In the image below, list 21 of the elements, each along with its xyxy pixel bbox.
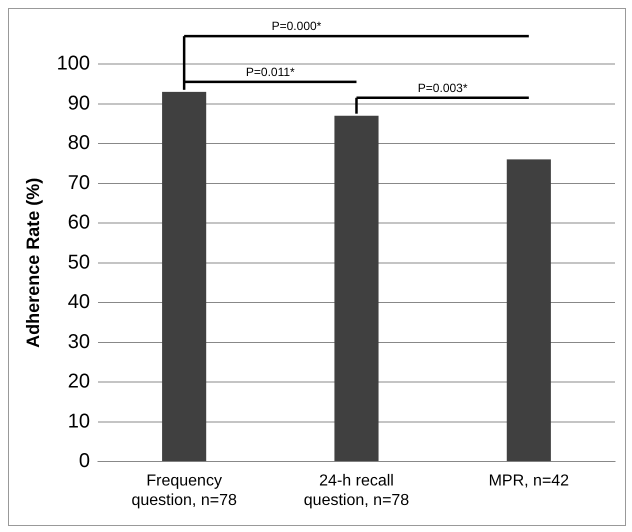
x-tick-label: 24-h recall question, n=78 xyxy=(304,472,410,509)
y-tick-label: 90 xyxy=(68,92,90,114)
y-tick-label: 60 xyxy=(68,212,90,234)
bar xyxy=(334,116,379,462)
y-tick-label: 20 xyxy=(68,370,90,393)
text: P=0.000* xyxy=(272,19,322,34)
bar xyxy=(506,159,551,462)
x-tick-label: Frequency question, n=78 xyxy=(131,472,237,509)
y-tick-label: 0 xyxy=(78,450,90,472)
y-tick-label: 10 xyxy=(68,410,90,432)
y-tick-label: 70 xyxy=(68,172,90,194)
annotation: P=0.003* xyxy=(418,80,468,95)
y-tick-label: 30 xyxy=(68,330,90,353)
y-tick-label: 100 xyxy=(56,52,90,75)
x-tick-label: MPR, n=42 xyxy=(488,472,570,490)
y-axis-title: Adherence Rate (%) xyxy=(22,178,43,348)
bar xyxy=(162,92,206,462)
y-tick-label: 80 xyxy=(68,132,90,154)
y-tick-label: 50 xyxy=(68,251,90,274)
annotation: P=0.011* xyxy=(246,64,296,79)
y-tick-label: 40 xyxy=(68,291,90,314)
